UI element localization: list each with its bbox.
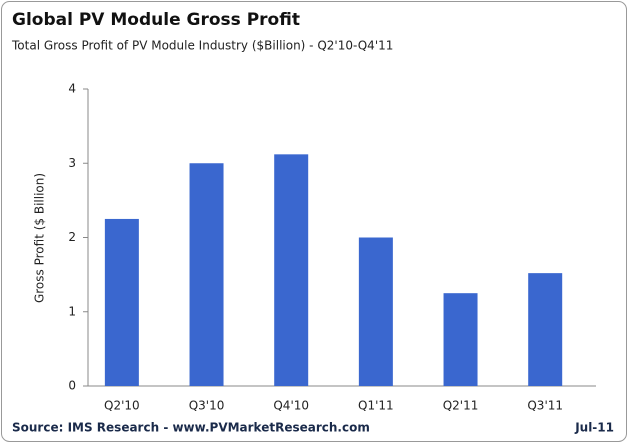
x-tick-label: Q4'10 bbox=[273, 399, 309, 413]
x-tick-label: Q3'11 bbox=[527, 399, 563, 413]
chart-subtitle: Total Gross Profit of PV Module Industry… bbox=[11, 39, 393, 53]
x-tick-label: Q2'11 bbox=[443, 399, 479, 413]
y-tick-label: 3 bbox=[68, 156, 76, 170]
y-tick-label: 4 bbox=[68, 82, 76, 96]
y-tick-label: 1 bbox=[68, 304, 76, 318]
chart-title: Global PV Module Gross Profit bbox=[12, 10, 300, 30]
bar bbox=[443, 293, 478, 386]
bar bbox=[189, 163, 224, 386]
y-tick-label: 2 bbox=[68, 230, 76, 244]
y-tick-label: 0 bbox=[68, 379, 76, 393]
y-axis-label: Gross Profit ($ Billion) bbox=[33, 173, 47, 303]
bar bbox=[358, 237, 393, 386]
bar bbox=[528, 273, 563, 386]
source: Source: IMS Research - www.PVMarketResea… bbox=[12, 421, 370, 435]
x-tick-label: Q1'11 bbox=[358, 399, 394, 413]
x-tick-label: Q3'10 bbox=[189, 399, 225, 413]
bar bbox=[274, 154, 309, 386]
x-tick-label: Q2'10 bbox=[104, 399, 140, 413]
bar bbox=[104, 218, 139, 386]
date: Jul-11 bbox=[574, 421, 614, 435]
